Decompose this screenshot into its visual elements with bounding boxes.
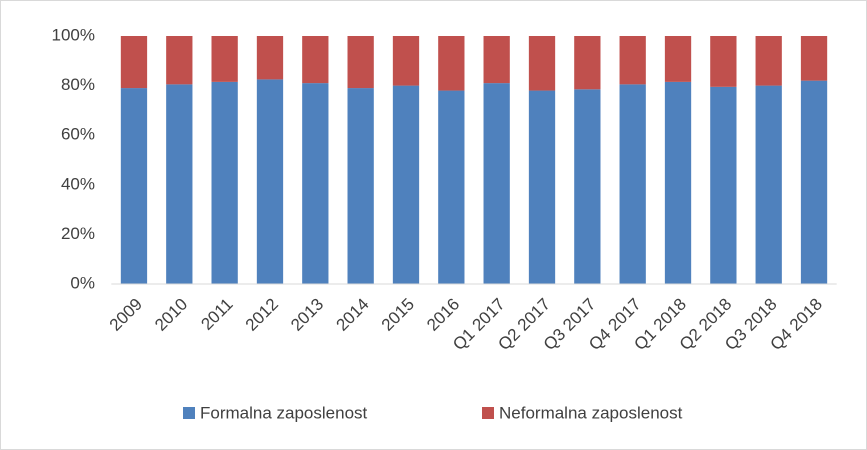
bar-segment [574,36,601,90]
bar-segment [483,83,510,285]
y-tick-label: 60% [61,125,95,144]
bar-segment [619,84,646,284]
bar-segment [166,36,193,85]
bar-segment [211,36,238,82]
bar-segment [347,36,374,89]
bar-segment [256,36,284,80]
legend-swatch [183,407,195,419]
legend-swatch [482,407,494,419]
bar-segment [302,83,329,285]
bar-segment [528,36,556,91]
bar-segment [755,85,782,284]
bar-segment [710,36,737,87]
bar-segment [392,36,420,86]
bar-segment [619,36,646,85]
bar-segment [438,90,465,284]
bar-segment [166,84,193,284]
legend-label: Formalna zaposlenost [200,403,368,422]
bar-segment [438,36,465,91]
bar-segment [755,36,782,86]
legend-label: Neformalna zaposlenost [499,403,683,422]
bar-segment [211,81,238,284]
y-tick-label: 40% [61,174,95,193]
bar-segment [528,90,556,284]
bar-segment [120,88,148,284]
bar-segment [710,86,737,284]
y-tick-label: 80% [61,75,95,94]
bar-segment [302,36,329,84]
bar-segment [483,36,510,84]
bar-segment [120,36,148,89]
bar-segment [664,36,692,82]
y-tick-label: 20% [61,224,95,243]
bar-segment [664,81,692,284]
bar-segment [574,89,601,284]
bar-segment [347,88,374,284]
y-tick-label: 100% [52,25,95,44]
bar-segment [800,80,828,284]
bar-segment [392,85,420,284]
bar-segment [256,79,284,285]
bar-segment [800,36,828,81]
y-tick-label: 0% [70,273,95,292]
